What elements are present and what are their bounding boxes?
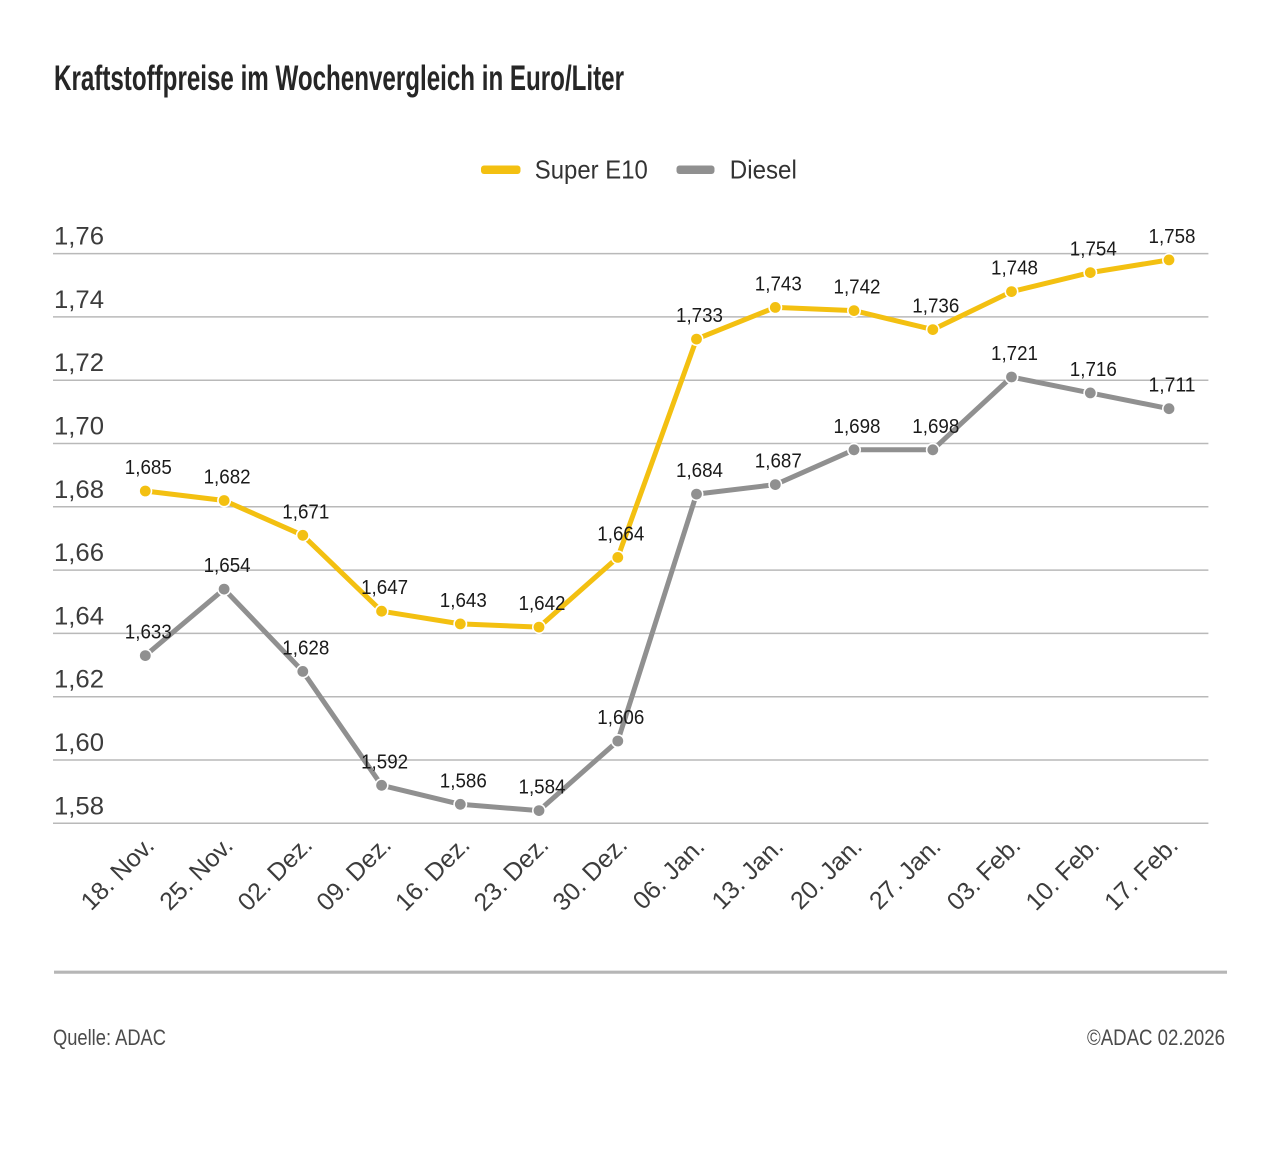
svg-text:1,687: 1,687 [755,451,802,473]
svg-text:1,748: 1,748 [991,258,1038,280]
svg-text:1,70: 1,70 [54,413,104,441]
svg-text:1,66: 1,66 [54,539,104,567]
svg-text:1,64: 1,64 [54,602,104,630]
svg-text:1,586: 1,586 [440,770,487,792]
svg-text:1,664: 1,664 [597,523,644,545]
svg-text:1,698: 1,698 [834,416,881,438]
svg-text:1,633: 1,633 [125,622,172,644]
svg-text:1,647: 1,647 [361,577,408,599]
svg-text:1,684: 1,684 [676,460,723,482]
svg-text:1,628: 1,628 [282,637,329,659]
svg-text:©ADAC 02.2026: ©ADAC 02.2026 [1087,1025,1225,1050]
svg-text:1,698: 1,698 [912,416,959,438]
svg-text:1,72: 1,72 [54,349,104,377]
svg-text:1,685: 1,685 [125,457,172,479]
svg-text:Super E10: Super E10 [535,154,648,184]
svg-text:1,682: 1,682 [204,467,251,489]
svg-text:1,758: 1,758 [1149,226,1196,248]
svg-text:1,60: 1,60 [54,729,104,757]
svg-text:1,74: 1,74 [54,286,104,314]
svg-text:1,754: 1,754 [1070,239,1117,261]
svg-text:1,742: 1,742 [834,277,881,299]
svg-text:1,62: 1,62 [54,666,104,694]
svg-text:1,606: 1,606 [597,707,644,729]
svg-text:1,584: 1,584 [519,777,566,799]
svg-text:1,643: 1,643 [440,590,487,612]
svg-text:Quelle: ADAC: Quelle: ADAC [53,1025,166,1050]
svg-text:1,721: 1,721 [991,343,1038,365]
svg-text:1,58: 1,58 [54,792,104,820]
svg-text:1,736: 1,736 [912,296,959,318]
svg-text:1,711: 1,711 [1149,375,1196,397]
svg-text:1,76: 1,76 [54,223,104,251]
svg-text:Kraftstoffpreise im Wochenverg: Kraftstoffpreise im Wochenvergleich in E… [54,58,624,98]
svg-text:1,743: 1,743 [755,273,802,295]
svg-text:1,733: 1,733 [676,305,723,327]
svg-text:1,654: 1,654 [204,555,251,577]
svg-text:1,671: 1,671 [282,501,329,523]
svg-text:1,642: 1,642 [519,593,566,615]
svg-text:Diesel: Diesel [730,154,797,184]
svg-text:1,716: 1,716 [1070,359,1117,381]
svg-text:1,68: 1,68 [54,476,104,504]
svg-text:1,592: 1,592 [361,751,408,773]
